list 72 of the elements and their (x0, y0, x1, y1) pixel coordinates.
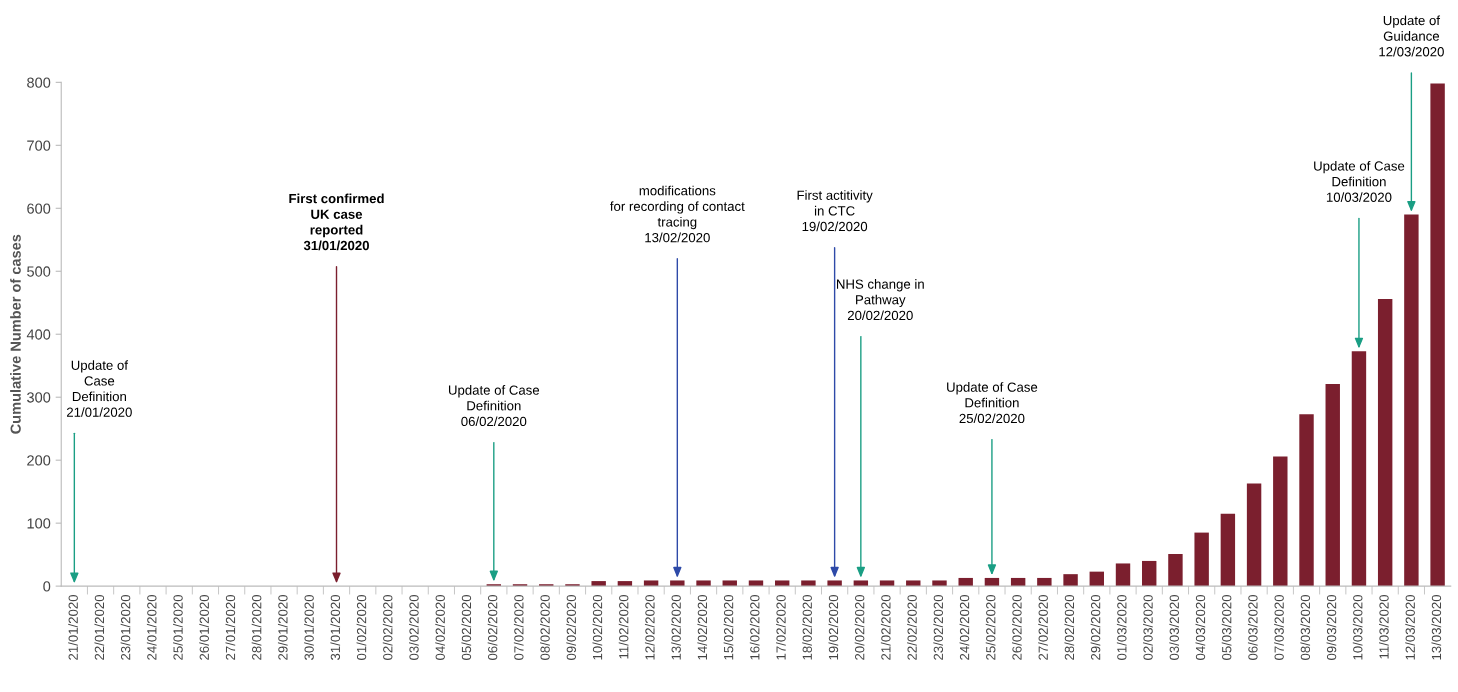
x-tick-label: 31/01/2020 (330, 594, 341, 660)
x-tick-label: 04/02/2020 (435, 594, 445, 660)
x-tick-label: 16/02/2020 (749, 594, 760, 660)
x-tick-label: 22/01/2020 (94, 594, 105, 660)
x-tick-label: 14/02/2020 (697, 594, 708, 660)
x-tick-label: 11/03/2020 (1379, 594, 1389, 659)
y-tick-label: 400 (26, 329, 51, 340)
x-tick-label: 09/03/2020 (1326, 594, 1337, 660)
x-tick-label: 30/01/2020 (304, 594, 314, 660)
x-tick-label: 07/03/2020 (1274, 594, 1284, 660)
y-tick-label: 0 (43, 581, 51, 592)
x-tick-label: 17/02/2020 (776, 594, 786, 660)
x-tick-label: 21/01/2020 (68, 594, 78, 660)
y-tick-label: 300 (27, 392, 51, 403)
x-tick-label: 01/03/2020 (1116, 594, 1127, 660)
annotation: First confirmed UK case reported 31/01/2020 (289, 193, 384, 251)
x-tick-label: 19/02/2020 (828, 594, 839, 660)
x-tick-label: 04/03/2020 (1195, 594, 1206, 660)
x-tick-label: 08/02/2020 (540, 594, 550, 660)
x-tick-label: 05/02/2020 (461, 594, 472, 660)
x-tick-label: 18/02/2020 (802, 594, 812, 660)
x-tick-label: 25/02/2020 (985, 594, 996, 660)
y-tick-label: 800 (27, 77, 51, 88)
x-tick-label: 26/02/2020 (1011, 594, 1022, 660)
x-tick-label: 26/01/2020 (199, 594, 209, 660)
x-tick-label: 06/03/2020 (1247, 594, 1258, 660)
annotation: Update of Case Definition 10/03/2020 (1314, 160, 1405, 202)
x-tick-label: 24/02/2020 (959, 594, 970, 660)
x-tick-label: 10/02/2020 (592, 594, 603, 660)
x-tick-label: 27/02/2020 (1038, 594, 1048, 660)
x-tick-label: 11/02/2020 (618, 594, 629, 659)
x-tick-label: 13/02/2020 (671, 594, 681, 660)
annotation: First actitivity in CTC 19/02/2020 (797, 190, 873, 232)
x-tick-label: 21/02/2020 (880, 594, 891, 660)
x-tick-label: 10/03/2020 (1352, 594, 1363, 660)
y-tick-label: 100 (27, 518, 51, 529)
x-tick-label: 25/01/2020 (173, 594, 183, 660)
x-tick-label: 23/01/2020 (120, 594, 131, 660)
y-tick-label: 200 (27, 455, 51, 466)
annotation: Update of Guidance 12/03/2020 (1379, 15, 1444, 57)
y-tick-label: 700 (27, 140, 51, 151)
x-tick-label: 28/02/2020 (1064, 594, 1075, 660)
annotation: Update of Case Definition 21/01/2020 (66, 360, 132, 417)
x-tick-label: 05/03/2020 (1221, 594, 1232, 660)
x-tick-label: 29/02/2020 (1090, 594, 1101, 660)
x-tick-label: 24/01/2020 (146, 594, 157, 660)
x-tick-label: 09/02/2020 (566, 594, 576, 660)
x-tick-label: 02/02/2020 (382, 594, 393, 660)
x-tick-label: 22/02/2020 (907, 594, 917, 660)
x-tick-label: 01/02/2020 (356, 594, 367, 660)
annotation: modifications for recording of contact tracing 13/02/2020 (610, 185, 745, 243)
x-tick-label: 27/01/2020 (225, 594, 236, 660)
x-tick-label: 02/03/2020 (1143, 594, 1153, 660)
x-tick-label: 12/03/2020 (1405, 594, 1415, 660)
x-tick-label: 23/02/2020 (933, 594, 944, 660)
x-tick-label: 13/03/2020 (1431, 594, 1442, 660)
x-tick-label: 03/03/2020 (1169, 594, 1179, 660)
annotation: Update of Case Definition 06/02/2020 (448, 385, 540, 427)
x-tick-label: 12/02/2020 (644, 594, 655, 660)
x-tick-label: 08/03/2020 (1300, 594, 1311, 660)
x-tick-label: 03/02/2020 (409, 594, 419, 660)
y-tick-label: 500 (27, 266, 51, 277)
x-tick-label: 20/02/2020 (854, 594, 865, 660)
x-tick-label: 29/01/2020 (277, 594, 288, 660)
x-tick-label: 15/02/2020 (723, 594, 734, 660)
annotation: Update of Case Definition 25/02/2020 (947, 382, 1038, 424)
annotation: NHS change in Pathway 20/02/2020 (836, 279, 924, 321)
y-tick-label: 600 (27, 203, 51, 214)
x-tick-label: 28/01/2020 (251, 594, 262, 660)
x-tick-label: 07/02/2020 (513, 594, 524, 660)
y-axis-title: Cumulative Number of cases (10, 234, 21, 434)
x-tick-label: 06/02/2020 (487, 594, 498, 660)
